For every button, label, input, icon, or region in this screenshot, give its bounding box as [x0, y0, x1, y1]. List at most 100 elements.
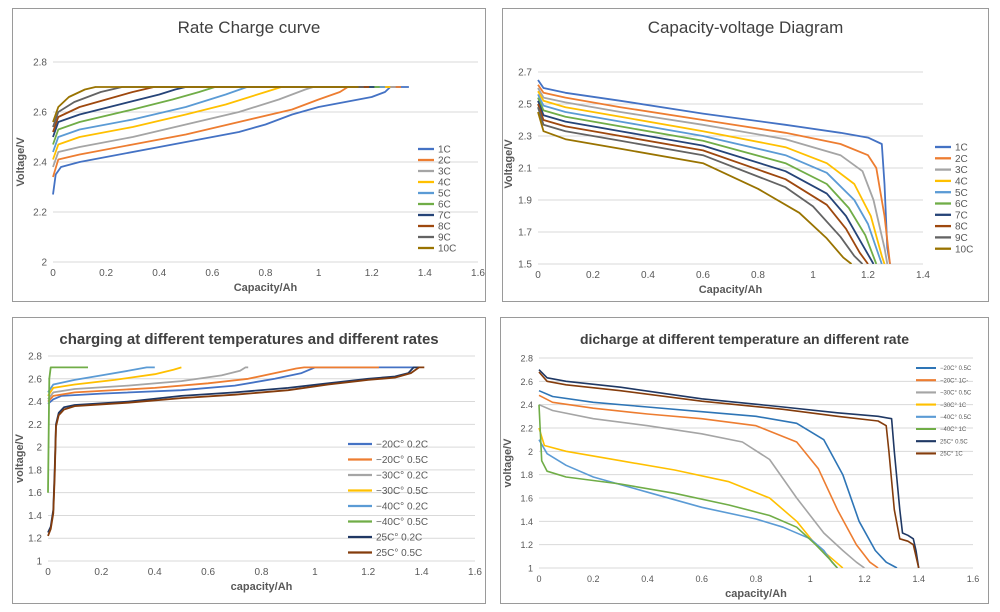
legend-label: 25C° 0.2C [376, 533, 422, 544]
x-tick-label: 0 [536, 574, 541, 584]
series-line [537, 94, 883, 264]
series-line [537, 90, 886, 264]
legend-label: −20C° 0.5C [940, 366, 972, 372]
legend-label: 8C [955, 222, 968, 233]
series-line [47, 366, 414, 405]
y-tick-label: 2.2 [33, 208, 47, 219]
legend-label: −40C° 0.5C [376, 517, 428, 528]
series-line [47, 366, 419, 533]
y-tick-label: 2.4 [33, 158, 47, 169]
series-line [537, 103, 869, 264]
x-tick-label: 1.2 [361, 567, 375, 578]
legend-label: −30C° 0.5C [940, 391, 972, 397]
x-tick-label: 0.4 [641, 270, 655, 281]
x-tick-label: 0.2 [99, 268, 113, 279]
capacity-voltage-chart: 1.5 1.7 1.9 2.1 2.3 2.5 2.7 0 0.2 0.4 0.6 0.8 1 1.2 1.… [503, 68, 973, 297]
series-line [537, 79, 891, 264]
y-tick-label: 1.2 [520, 540, 533, 550]
legend-label: −30C° 1C [940, 403, 967, 409]
x-tick-label: 0.6 [205, 268, 219, 279]
y-tick-label: 2.4 [520, 400, 533, 410]
legend-label: 7C [438, 211, 451, 222]
y-axis-title: Voltage/V [503, 139, 515, 189]
series-line [52, 86, 401, 178]
x-tick-label: 0.4 [641, 574, 654, 584]
x-tick-label: 0.2 [94, 567, 108, 578]
legend-label: 7C [955, 210, 968, 221]
x-tick-label: 0.6 [201, 567, 215, 578]
y-tick-label: 1.9 [518, 196, 532, 207]
y-tick-label: 2.8 [33, 58, 47, 69]
series-line [538, 389, 898, 568]
y-tick-label: 1.7 [518, 228, 532, 239]
legend-label: 10C [438, 244, 456, 255]
series-line [537, 106, 864, 264]
series-line [538, 371, 920, 568]
x-tick-label: 1 [808, 574, 813, 584]
rate-charge-title: Rate Charge curve [177, 18, 321, 37]
x-tick-label: 1 [312, 567, 318, 578]
x-axis-title: capacity/Ah [725, 588, 787, 600]
discharge-temperature-chart: 1 1.2 1.4 1.6 1.8 2 2.2 2.4 2.6 2.8 0 0.2 0.4 0.6 0.8 1… [502, 354, 980, 601]
series-line [537, 84, 891, 264]
x-tick-label: 0 [535, 270, 541, 281]
x-tick-label: 1.6 [468, 567, 482, 578]
charging-temperature-chart: 1 1.2 1.4 1.6 1.8 2 2.2 2.4 2.6 2.8 0 0.2 0.4 0.6 0.8 1… [14, 352, 482, 594]
x-tick-label: 0.2 [587, 574, 600, 584]
x-tick-label: 1.4 [916, 270, 930, 281]
x-tick-label: 0.6 [695, 574, 708, 584]
legend-label: −20C° 0.5C [376, 455, 428, 466]
legend-label: 2C [955, 154, 968, 165]
series-line [537, 100, 875, 264]
legend-label: 4C [438, 178, 451, 189]
series-line [538, 394, 879, 568]
series-line [47, 366, 155, 393]
legend-label: 2C [438, 156, 451, 167]
legend-label: 25C° 0.5C [376, 548, 422, 559]
x-tick-label: 0.2 [586, 270, 600, 281]
legend-label: −40C° 0.5C [940, 415, 972, 421]
legend-label: 4C [955, 177, 968, 188]
charging-temperature-panel: charging at different temperatures and d… [12, 317, 486, 604]
x-tick-label: 1.6 [471, 268, 485, 279]
series-line [537, 97, 878, 264]
y-axis-title: voltage/V [502, 438, 514, 488]
y-tick-label: 2.5 [518, 100, 532, 111]
legend-label: −40C° 1C [940, 427, 967, 433]
x-tick-label: 1.4 [418, 268, 432, 279]
series-line [537, 111, 853, 264]
y-tick-label: 2.2 [520, 424, 533, 434]
legend-label: 6C [955, 199, 968, 210]
discharge-temperature-panel: dicharge at different temperature an dif… [500, 317, 989, 604]
y-tick-label: 1 [36, 557, 42, 568]
discharge-temperature-title: dicharge at different temperature an dif… [579, 331, 910, 347]
legend-label: 5C [955, 188, 968, 199]
legend-label: −20C° 0.2C [376, 440, 428, 451]
y-tick-label: 1.4 [28, 511, 42, 522]
x-tick-label: 0.8 [259, 268, 273, 279]
series-line [52, 86, 396, 168]
y-tick-label: 2.6 [33, 108, 47, 119]
y-tick-label: 1.4 [520, 517, 533, 527]
charging-temperature-title: charging at different temperatures and d… [59, 331, 439, 348]
y-tick-label: 2 [528, 447, 533, 457]
series-line [538, 403, 865, 568]
series-line [47, 366, 249, 400]
rate-charge-panel: Rate Charge curve 2 2.2 2.4 2.6 2.8 0 0.2 0.4 0.… [12, 8, 486, 302]
x-tick-label: 1 [810, 270, 816, 281]
x-tick-label: 1 [316, 268, 322, 279]
y-tick-label: 2.8 [28, 352, 42, 363]
y-tick-label: 2.1 [518, 164, 532, 175]
y-tick-label: 1 [528, 564, 533, 574]
x-axis-title: Capacity/Ah [699, 284, 763, 296]
x-tick-label: 1.4 [912, 574, 925, 584]
series-line [52, 86, 391, 160]
series-line [47, 366, 425, 537]
y-tick-label: 2 [36, 443, 42, 454]
x-tick-label: 0.4 [148, 567, 162, 578]
legend-label: 1C [955, 143, 968, 154]
legend-label: 1C [438, 145, 451, 156]
y-tick-label: 1.6 [520, 494, 533, 504]
x-tick-label: 1.6 [967, 574, 980, 584]
x-tick-label: 0.8 [255, 567, 269, 578]
